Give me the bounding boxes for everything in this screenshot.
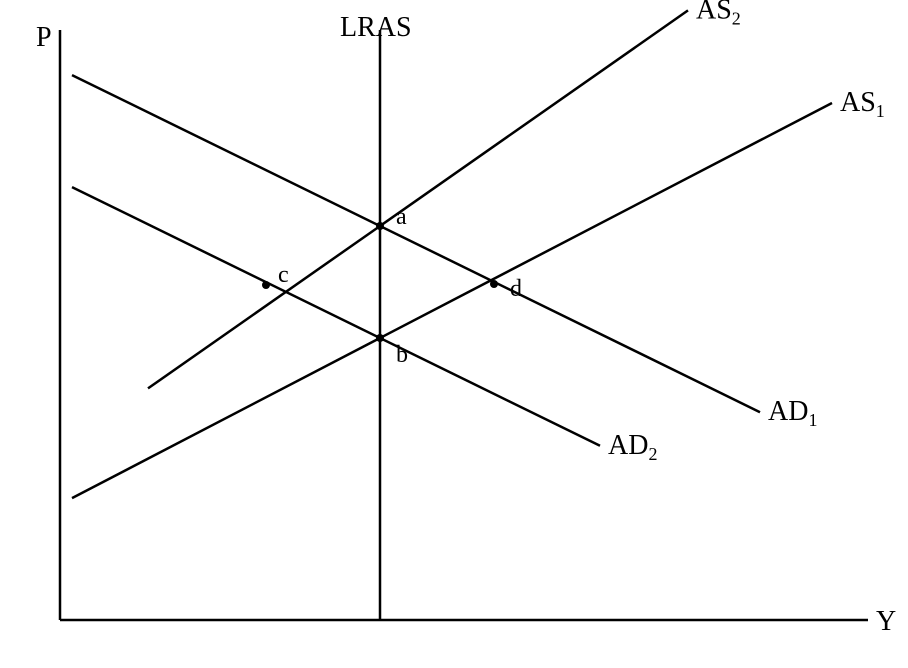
asad-diagram: P Y LRAS AS2 AS1 AD1 AD2 a b c d <box>0 0 908 668</box>
as1-label-main: AS <box>840 87 876 118</box>
as2-label: AS2 <box>696 0 741 28</box>
ad1-line <box>72 75 760 412</box>
as1-label: AS1 <box>840 87 885 121</box>
ad2-label-main: AD <box>608 430 648 461</box>
as2-label-sub: 2 <box>732 8 741 28</box>
as1-label-sub: 1 <box>876 101 885 121</box>
as1-line <box>72 103 832 498</box>
point-c-label: c <box>278 262 289 288</box>
point-d-label: d <box>510 276 522 302</box>
point-b <box>376 334 384 342</box>
point-c <box>262 281 270 289</box>
point-b-label: b <box>396 342 408 368</box>
p-axis-label: P <box>36 22 52 53</box>
ad1-label-sub: 1 <box>808 410 817 430</box>
lras-label: LRAS <box>340 12 412 43</box>
ad2-label-sub: 2 <box>648 444 657 464</box>
ad1-label: AD1 <box>768 396 817 430</box>
as2-label-main: AS <box>696 0 732 25</box>
point-a <box>376 222 384 230</box>
as2-line <box>148 10 688 388</box>
point-a-label: a <box>396 204 407 230</box>
y-axis-label: Y <box>876 606 896 637</box>
ad2-label: AD2 <box>608 430 657 464</box>
ad1-label-main: AD <box>768 396 808 427</box>
ad2-line <box>72 187 600 446</box>
point-d <box>490 280 498 288</box>
